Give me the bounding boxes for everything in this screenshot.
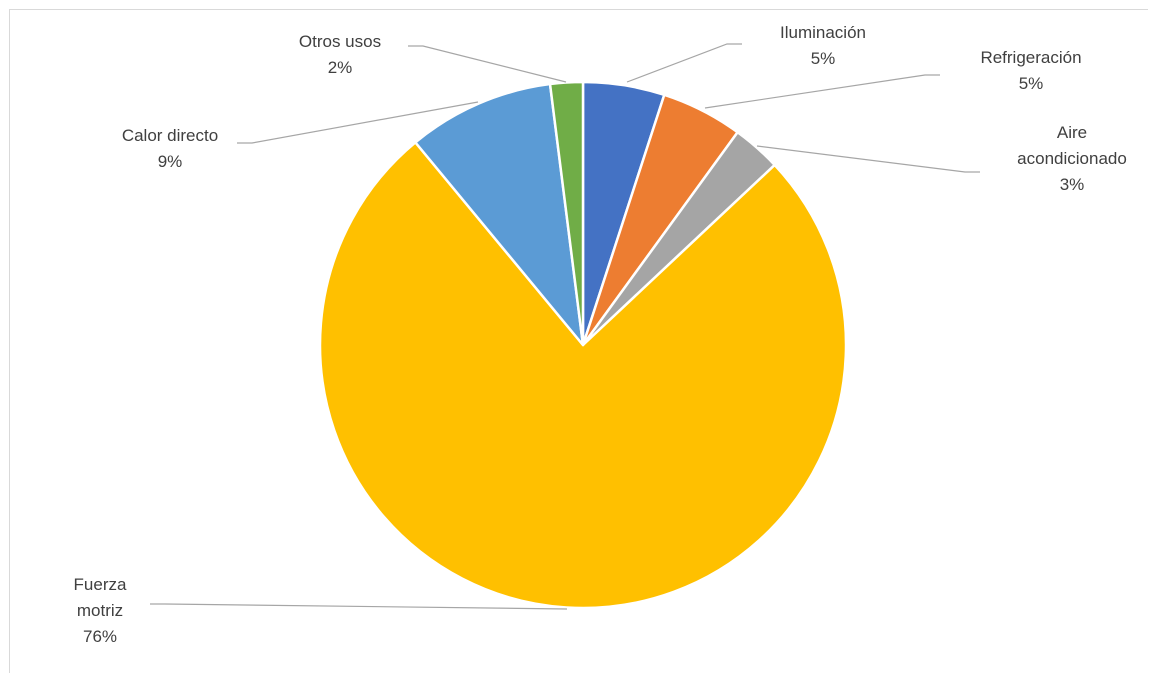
data-label: Aire acondicionado 3% <box>1017 123 1127 194</box>
leader-line <box>756 145 980 173</box>
data-label-category: Otros usos <box>299 32 381 51</box>
data-label-category: motriz <box>77 601 123 620</box>
data-label-category: Calor directo <box>122 126 218 145</box>
pie-slice-otros-usos <box>548 80 585 347</box>
pie-slice-fuerza-motriz <box>318 141 848 610</box>
data-label: Iluminación 5% <box>780 23 866 68</box>
data-label: Fuerza motriz 76% <box>74 575 127 646</box>
chart-area <box>9 9 1148 673</box>
data-label-value: 3% <box>1060 175 1085 194</box>
leader-line <box>408 45 567 83</box>
leader-line <box>237 101 479 144</box>
data-label: Otros usos 2% <box>299 32 381 77</box>
data-label: Refrigeración 5% <box>980 48 1081 93</box>
data-label-value: 2% <box>328 58 353 77</box>
leader-line <box>150 603 568 610</box>
data-label-value: 5% <box>1019 74 1044 93</box>
leader-line <box>626 43 742 83</box>
data-label-category: Fuerza <box>74 575 127 594</box>
data-label-value: 9% <box>158 152 183 171</box>
pie-slice-calor-directo <box>414 82 585 347</box>
data-label-value: 76% <box>83 627 117 646</box>
data-labels: Iluminación 5% Refrigeración 5% Aire acondici… <box>74 23 1127 646</box>
data-label-category: Iluminación <box>780 23 866 42</box>
pie-slices <box>318 80 848 610</box>
data-label-value: 5% <box>811 49 836 68</box>
data-label: Calor directo 9% <box>122 126 218 171</box>
leader-line <box>704 74 940 109</box>
data-label-category: Aire <box>1057 123 1087 142</box>
data-label-category: Refrigeración <box>980 48 1081 67</box>
leader-lines <box>150 43 980 610</box>
data-label-category: acondicionado <box>1017 149 1127 168</box>
